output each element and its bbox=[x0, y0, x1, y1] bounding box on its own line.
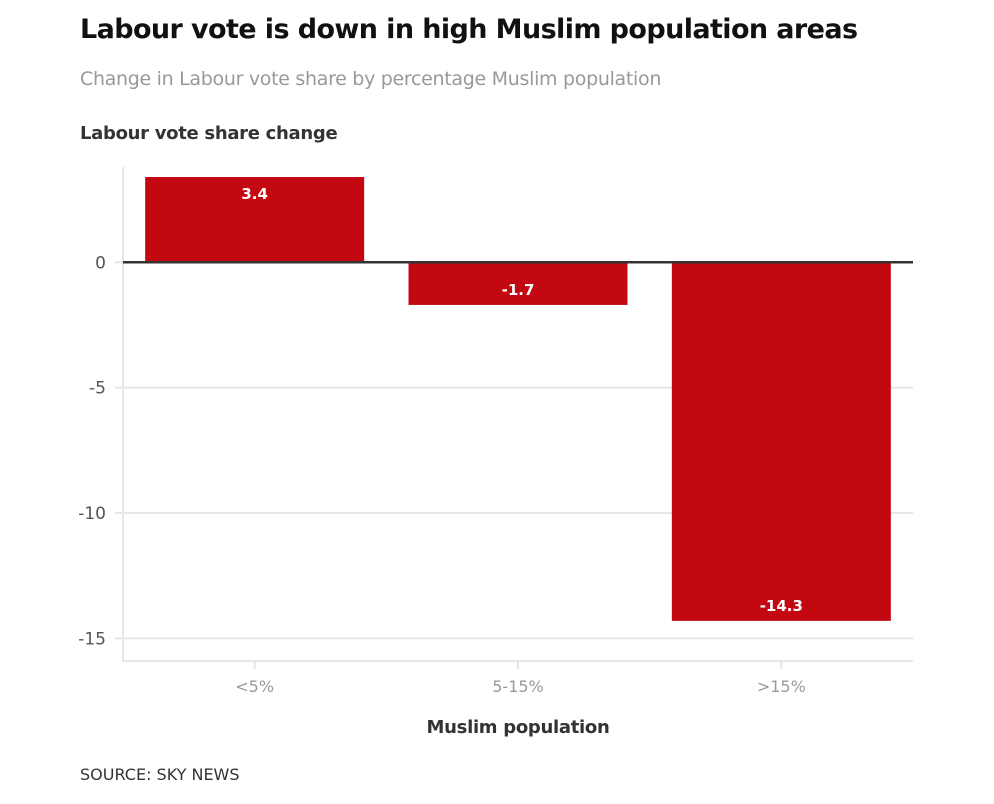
x-tick-label: <5% bbox=[235, 677, 274, 696]
y-tick-label: -5 bbox=[89, 379, 106, 399]
bar bbox=[408, 262, 628, 305]
data-label: 3.4 bbox=[241, 185, 268, 203]
chart-title: Labour vote is down in high Muslim popul… bbox=[80, 14, 858, 45]
data-label: -1.7 bbox=[502, 281, 535, 299]
x-tick-label: 5-15% bbox=[492, 677, 544, 696]
y-axis-label: Labour vote share change bbox=[80, 123, 338, 144]
x-tick-label: >15% bbox=[757, 677, 806, 696]
data-label: -14.3 bbox=[760, 597, 803, 615]
bar bbox=[671, 262, 891, 621]
source-note: SOURCE: SKY NEWS bbox=[80, 765, 240, 784]
y-tick-label: 0 bbox=[95, 253, 106, 273]
chart-subtitle: Change in Labour vote share by percentag… bbox=[80, 68, 662, 90]
y-tick-label: -10 bbox=[78, 504, 106, 524]
y-tick-label: -15 bbox=[78, 629, 106, 649]
x-axis-label: Muslim population bbox=[426, 717, 610, 738]
bar bbox=[145, 177, 365, 263]
